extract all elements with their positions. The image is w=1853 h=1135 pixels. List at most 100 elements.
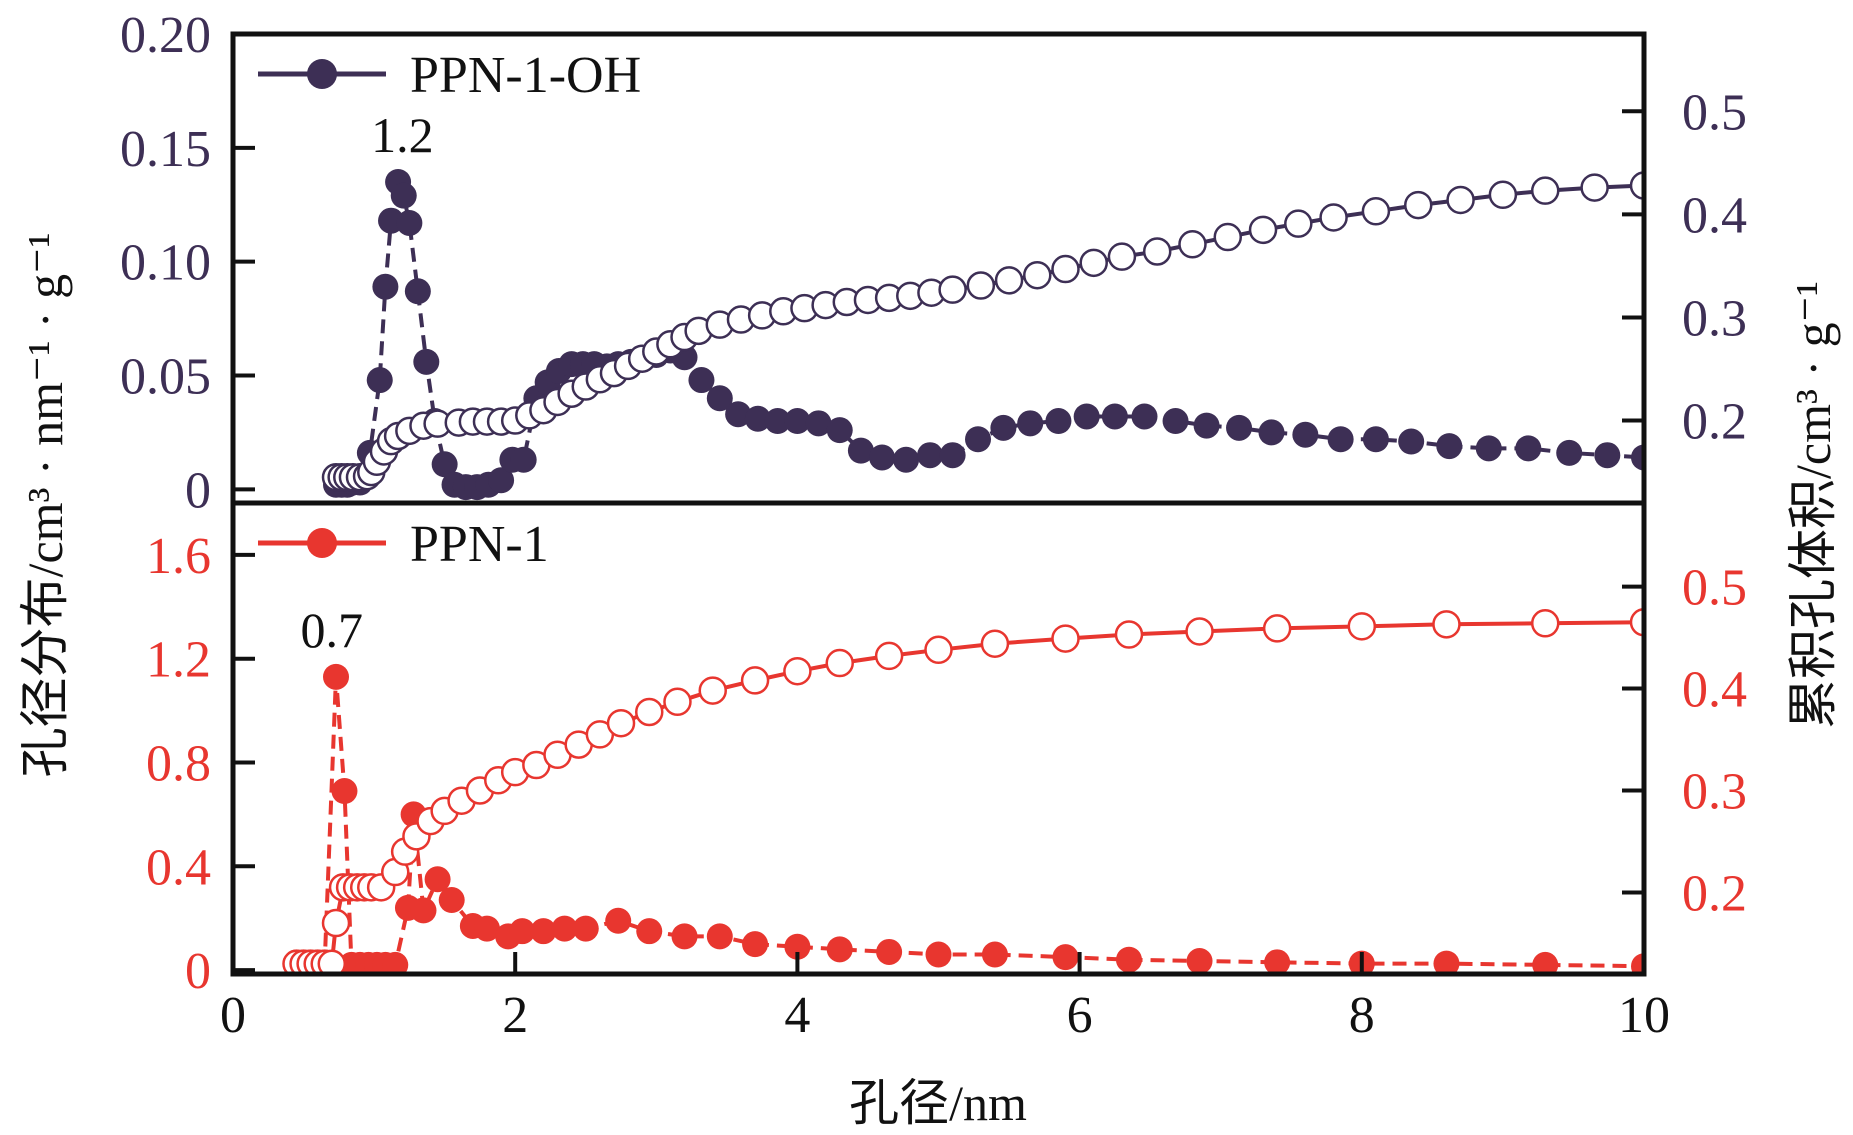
data-point-open <box>1248 215 1278 245</box>
x-tick-label: 6 <box>1067 987 1093 1044</box>
data-point-filled <box>410 897 437 924</box>
data-point-filled <box>1398 428 1425 455</box>
data-point-filled <box>925 941 952 968</box>
left-tick-label: 0.05 <box>120 349 211 406</box>
data-point-open <box>1361 197 1391 226</box>
right-tick-label: 0.5 <box>1682 84 1747 141</box>
data-point-filled <box>893 446 920 473</box>
left-tick-label: 0.15 <box>120 121 211 178</box>
right-axis-title: 累积孔体积/cm³ · g⁻¹ <box>1785 281 1841 729</box>
data-point-open <box>1319 203 1348 232</box>
data-point-open <box>1023 260 1052 290</box>
data-point-open <box>980 629 1010 658</box>
data-point-filled <box>366 367 393 394</box>
data-point-filled <box>725 401 752 428</box>
plot-frame <box>230 31 1647 977</box>
data-point-filled <box>605 907 632 934</box>
data-point-filled <box>688 367 715 394</box>
data-point-open <box>1051 624 1080 653</box>
left-tick-label: 1.6 <box>146 528 211 585</box>
right-tick-label: 0.4 <box>1682 662 1747 719</box>
data-point-filled <box>1017 410 1044 437</box>
data-point-filled <box>551 915 578 942</box>
data-point-filled <box>826 936 853 963</box>
data-point-open <box>1079 248 1108 278</box>
data-point-filled <box>1264 949 1291 974</box>
data-point-open <box>1629 608 1644 637</box>
left-tick-label: 1.2 <box>146 632 211 689</box>
legend-marker <box>307 528 337 558</box>
data-point-filled <box>530 918 557 945</box>
data-point-filled <box>876 938 903 965</box>
data-point-filled <box>1115 946 1142 973</box>
data-point-open <box>1262 614 1292 643</box>
data-point-open <box>1347 612 1377 641</box>
data-point-filled <box>1226 414 1253 441</box>
data-point-filled <box>413 348 440 375</box>
data-point-filled <box>742 931 769 958</box>
data-point-open <box>321 908 351 938</box>
data-point-open <box>1446 185 1475 215</box>
data-point-filled <box>1631 444 1644 471</box>
data-point-filled <box>1436 433 1463 460</box>
data-point-filled <box>784 933 811 960</box>
plot-area <box>282 608 1644 974</box>
data-point-filled <box>636 918 663 945</box>
right-tick-label: 0.5 <box>1682 560 1747 617</box>
data-point-filled <box>1362 426 1389 453</box>
data-point-open <box>698 676 727 705</box>
panel-ppn1: 0 0.4 0.8 1.2 1.6 0.2 0.3 0.4 0.5 PPN-1 0.7 <box>146 516 1747 1000</box>
data-point-filled <box>1631 953 1644 974</box>
data-point-open <box>994 266 1024 295</box>
legend-label: PPN-1-OH <box>410 47 641 104</box>
data-point-filled <box>965 426 992 453</box>
left-axis-title: 孔径分布/cm³ · nm⁻¹ · g⁻¹ <box>17 233 73 778</box>
data-point-open <box>606 708 636 738</box>
x-axis-title: 孔径/nm <box>849 1075 1027 1131</box>
data-point-open <box>1178 230 1207 259</box>
right-tick-label: 0.4 <box>1682 187 1747 244</box>
data-point-filled <box>917 442 944 469</box>
data-point-open <box>1284 209 1313 238</box>
data-point-filled <box>424 866 451 893</box>
data-point-open <box>1530 609 1560 638</box>
data-point-open <box>740 666 770 695</box>
data-point-filled <box>1193 412 1220 439</box>
data-point-open <box>1213 222 1243 252</box>
right-tick-label: 0.2 <box>1682 394 1747 451</box>
data-point-filled <box>382 951 409 974</box>
data-point-filled <box>1045 408 1072 435</box>
data-point-open <box>1488 180 1518 210</box>
data-point-open <box>825 648 854 678</box>
data-point-filled <box>509 918 536 945</box>
data-point-open <box>1403 190 1433 220</box>
left-tick-label: 0.20 <box>120 7 211 64</box>
data-point-open <box>874 641 904 671</box>
data-point-filled <box>1515 435 1542 462</box>
left-tick-label: 0 <box>185 943 211 1000</box>
x-tick-label: 4 <box>784 987 810 1044</box>
data-point-filled <box>473 915 500 942</box>
x-tick-label: 2 <box>502 987 528 1044</box>
data-point-open <box>966 271 996 300</box>
data-point-filled <box>744 405 771 432</box>
data-point-open <box>634 697 664 727</box>
data-point-filled <box>1186 948 1213 974</box>
data-point-filled <box>488 467 515 494</box>
data-point-filled <box>990 414 1017 441</box>
data-point-open <box>1629 171 1644 200</box>
data-point-filled <box>323 663 350 690</box>
left-tick-label: 0.10 <box>120 235 211 292</box>
panel-ppn1-oh: 0 0.05 0.10 0.15 0.20 0.2 0.3 0.4 0.5 PPN-1-OH1.2 <box>120 7 1747 519</box>
data-point-filled <box>981 941 1008 968</box>
left-tick-label: 0.4 <box>146 839 211 896</box>
data-point-open <box>1432 610 1461 639</box>
data-point-filled <box>331 778 358 805</box>
data-point-filled <box>1433 950 1460 974</box>
data-point-filled <box>1258 419 1285 446</box>
series-line <box>296 676 1644 969</box>
data-point-filled <box>438 887 465 914</box>
data-point-filled <box>671 923 698 950</box>
data-point-filled <box>1162 408 1189 435</box>
